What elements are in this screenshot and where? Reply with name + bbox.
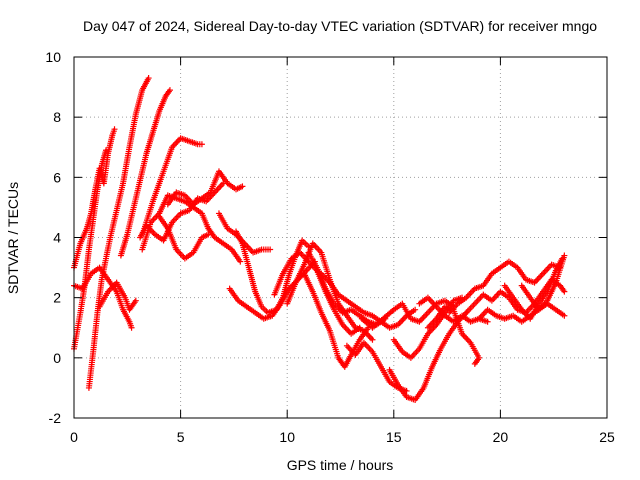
- series-trace-26: [446, 258, 564, 316]
- data-point: [205, 231, 212, 238]
- data-point: [369, 336, 376, 343]
- y-tick-label: 10: [45, 49, 61, 65]
- series-trace-13: [233, 228, 312, 316]
- x-tick-label: 5: [177, 429, 185, 445]
- series-trace-10: [156, 213, 212, 262]
- data-point: [239, 183, 246, 190]
- y-tick-label: -2: [49, 410, 62, 426]
- data-point: [237, 258, 244, 265]
- series-trace-6: [96, 279, 139, 313]
- data-point: [145, 75, 152, 82]
- x-tick-label: 10: [279, 429, 295, 445]
- x-tick-label: 15: [386, 429, 402, 445]
- data-point: [267, 246, 274, 253]
- series-trace-9: [141, 135, 205, 232]
- data-point: [111, 126, 118, 133]
- series-trace-4: [117, 87, 173, 259]
- x-tick-label: 20: [493, 429, 509, 445]
- data-point: [198, 141, 205, 148]
- x-tick-label: 0: [70, 429, 78, 445]
- x-tick-label: 25: [599, 429, 615, 445]
- data-point: [412, 306, 419, 313]
- x-axis-label: GPS time / hours: [287, 457, 394, 473]
- y-tick-label: 2: [53, 290, 61, 306]
- y-tick-label: 0: [53, 350, 61, 366]
- data-point: [102, 147, 109, 154]
- y-tick-label: 6: [53, 169, 61, 185]
- series-trace-25: [424, 303, 483, 367]
- y-tick-label: 8: [53, 109, 61, 125]
- series-trace-11: [164, 168, 246, 208]
- series-trace-17: [301, 270, 372, 370]
- data-point: [128, 324, 135, 331]
- data-markers: [71, 75, 568, 403]
- y-tick-label: 4: [53, 230, 61, 246]
- data-point: [132, 297, 139, 304]
- data-point: [166, 87, 173, 94]
- series-trace-30: [518, 252, 568, 313]
- data-point: [471, 360, 478, 367]
- data-point: [561, 288, 568, 295]
- y-axis-label: SDTVAR / TECUs: [5, 182, 21, 294]
- series-trace-3: [85, 75, 152, 391]
- data-point: [561, 252, 568, 259]
- data-point: [561, 312, 568, 319]
- axis-ticks: 0 5 10 15 20 25 -2 0 2 4 6 8 10: [45, 49, 615, 445]
- chart-title: Day 047 of 2024, Sidereal Day-to-day VTE…: [83, 18, 597, 34]
- series-trace-21: [358, 297, 457, 331]
- data-point: [484, 318, 491, 325]
